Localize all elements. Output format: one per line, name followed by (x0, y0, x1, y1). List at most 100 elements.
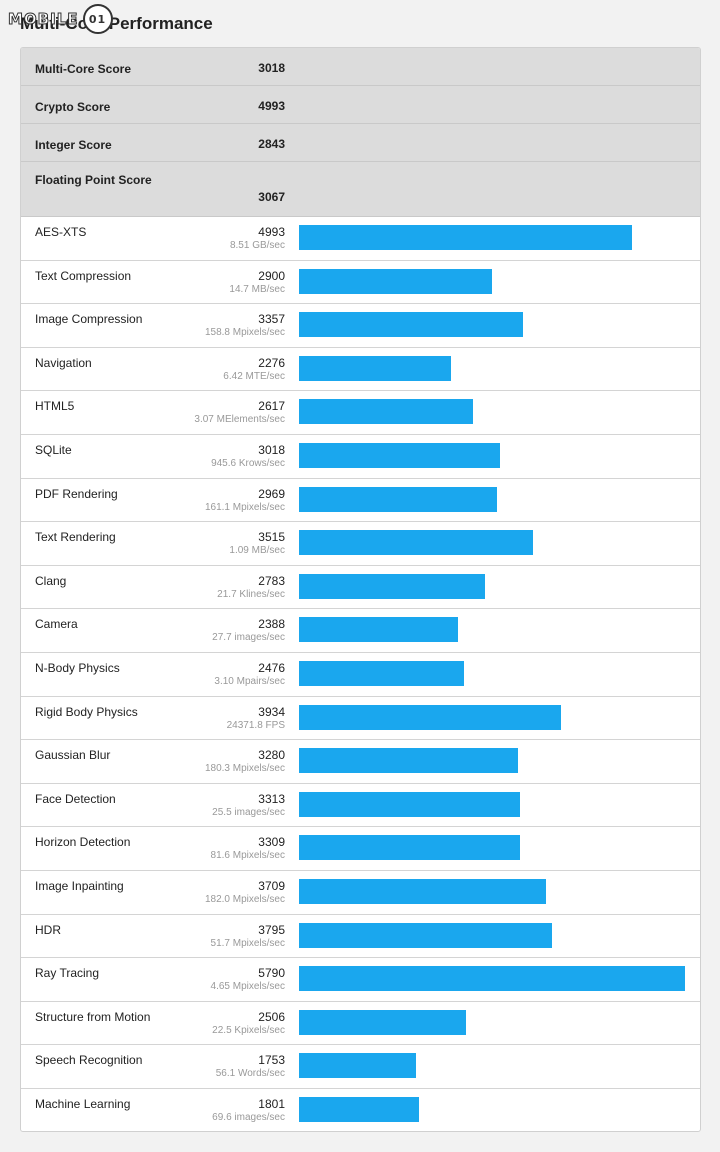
summary-row-floating-point: Floating Point Score 3067 (21, 162, 700, 217)
benchmark-rate: 6.42 MTE/sec (223, 370, 285, 382)
benchmark-rate: 3.07 MElements/sec (194, 414, 285, 426)
benchmark-bar (299, 617, 459, 643)
benchmark-rate: 27.7 images/sec (212, 632, 285, 644)
benchmark-row: N-Body Physics 2476 3.10 Mpairs/sec (21, 653, 700, 697)
benchmark-bar (299, 1096, 420, 1122)
benchmark-row: AES-XTS 4993 8.51 GB/sec (21, 217, 700, 261)
benchmark-bar (299, 530, 534, 556)
benchmark-row: SQLite 3018 945.6 Krows/sec (21, 435, 700, 479)
benchmark-rate: 22.5 Kpixels/sec (212, 1024, 285, 1036)
benchmark-rate: 14.7 MB/sec (229, 283, 285, 295)
benchmark-bar (299, 1009, 467, 1035)
benchmark-score: 3309 (258, 835, 285, 850)
benchmark-row: Camera 2388 27.7 images/sec (21, 609, 700, 653)
summary-value: 3018 (258, 61, 285, 75)
benchmark-score: 1753 (258, 1053, 285, 1068)
benchmark-name: HDR (35, 922, 61, 937)
benchmark-name: Camera (35, 617, 78, 632)
summary-label: Floating Point Score (35, 173, 152, 187)
benchmark-name: Rigid Body Physics (35, 704, 138, 719)
benchmark-score: 1801 (258, 1096, 285, 1111)
benchmark-score: 2388 (258, 617, 285, 632)
benchmark-rate: 24371.8 FPS (226, 719, 285, 731)
benchmark-rate: 161.1 Mpixels/sec (204, 501, 285, 513)
benchmark-rate: 81.6 Mpixels/sec (210, 850, 285, 862)
benchmark-bar (299, 835, 520, 861)
benchmark-score: 4993 (258, 225, 285, 239)
summary-row-integer: Integer Score 2843 (21, 124, 700, 162)
benchmark-bar (299, 791, 520, 817)
benchmark-bar (299, 922, 552, 948)
benchmark-row: Gaussian Blur 3280 180.3 Mpixels/sec (21, 740, 700, 784)
benchmark-rate: 56.1 Words/sec (215, 1068, 285, 1080)
benchmark-score: 3313 (258, 791, 285, 806)
summary-label: Integer Score (35, 138, 112, 152)
benchmark-rate: 1.09 MB/sec (229, 545, 285, 557)
benchmark-score: 3280 (258, 748, 285, 763)
section-title: Multi-Core Performance (20, 14, 213, 33)
benchmark-bar (299, 355, 451, 381)
benchmark-bar (299, 268, 493, 294)
benchmark-row: Face Detection 3313 25.5 images/sec (21, 784, 700, 828)
benchmark-row: Speech Recognition 1753 56.1 Words/sec (21, 1045, 700, 1089)
benchmark-name: Horizon Detection (35, 835, 131, 850)
benchmark-name: SQLite (35, 442, 72, 457)
benchmark-row: Ray Tracing 5790 4.65 Mpixels/sec (21, 958, 700, 1002)
benchmark-score: 2476 (258, 660, 285, 675)
benchmark-row: Image Inpainting 3709 182.0 Mpixels/sec (21, 871, 700, 915)
benchmark-panel: Multi-Core Score 3018 Crypto Score 4993 … (20, 47, 701, 1133)
benchmark-name: Text Compression (35, 268, 132, 283)
benchmark-name: Image Compression (35, 312, 143, 327)
benchmark-rate: 4.65 Mpixels/sec (210, 981, 285, 993)
site-logo[interactable]: MOBILE 01 (8, 4, 113, 34)
benchmark-score: 3515 (258, 530, 285, 545)
benchmark-bar (299, 442, 501, 468)
benchmark-name: Gaussian Blur (35, 748, 111, 763)
benchmark-bar (299, 225, 632, 250)
summary-label: Crypto Score (35, 100, 111, 114)
benchmark-name: Structure from Motion (35, 1009, 151, 1024)
benchmark-row: Structure from Motion 2506 22.5 Kpixels/se… (21, 1002, 700, 1046)
benchmark-score: 2617 (258, 399, 285, 414)
benchmark-score: 2276 (258, 355, 285, 370)
benchmark-name: Image Inpainting (35, 878, 124, 893)
benchmark-rate: 182.0 Mpixels/sec (204, 893, 285, 905)
benchmark-rate: 3.10 Mpairs/sec (214, 675, 285, 687)
benchmark-name: N-Body Physics (35, 660, 120, 675)
benchmark-row: HDR 3795 51.7 Mpixels/sec (21, 915, 700, 959)
benchmark-row: Image Compression 3357 158.8 Mpixels/sec (21, 304, 700, 348)
benchmark-name: Navigation (35, 355, 92, 370)
benchmark-rate: 51.7 Mpixels/sec (210, 937, 285, 949)
benchmark-score: 2506 (258, 1009, 285, 1024)
benchmark-score: 3795 (258, 922, 285, 937)
benchmark-row: Text Rendering 3515 1.09 MB/sec (21, 522, 700, 566)
benchmark-bar (299, 312, 523, 338)
benchmark-name: PDF Rendering (35, 486, 118, 501)
benchmark-score: 2900 (258, 268, 285, 283)
benchmark-rate: 21.7 Klines/sec (217, 588, 285, 600)
summary-label: Multi-Core Score (35, 62, 132, 76)
benchmark-bar (299, 748, 518, 774)
summary-value: 2843 (258, 137, 285, 151)
benchmark-row: PDF Rendering 2969 161.1 Mpixels/sec (21, 479, 700, 523)
summary-row-multicore: Multi-Core Score 3018 (21, 48, 700, 86)
benchmark-row: HTML5 2617 3.07 MElements/sec (21, 391, 700, 435)
benchmark-score: 3934 (258, 704, 285, 719)
benchmark-score: 3018 (258, 442, 285, 457)
benchmark-name: Ray Tracing (35, 966, 100, 981)
benchmark-rate: 8.51 GB/sec (229, 240, 285, 251)
benchmark-row: Navigation 2276 6.42 MTE/sec (21, 348, 700, 392)
benchmark-name: AES-XTS (35, 225, 87, 239)
benchmark-bar (299, 704, 562, 730)
benchmark-bar (299, 399, 474, 425)
benchmark-name: Face Detection (35, 791, 116, 806)
benchmark-row: Rigid Body Physics 3934 24371.8 FPS (21, 697, 700, 741)
benchmark-rate: 158.8 Mpixels/sec (204, 327, 285, 339)
benchmark-rate: 69.6 images/sec (212, 1111, 285, 1123)
summary-value: 3067 (258, 190, 285, 204)
benchmark-name: HTML5 (35, 399, 75, 414)
benchmark-bar (299, 966, 685, 992)
benchmark-score: 3709 (258, 878, 285, 893)
benchmark-bar (299, 1053, 416, 1079)
benchmark-score: 2783 (258, 573, 285, 588)
